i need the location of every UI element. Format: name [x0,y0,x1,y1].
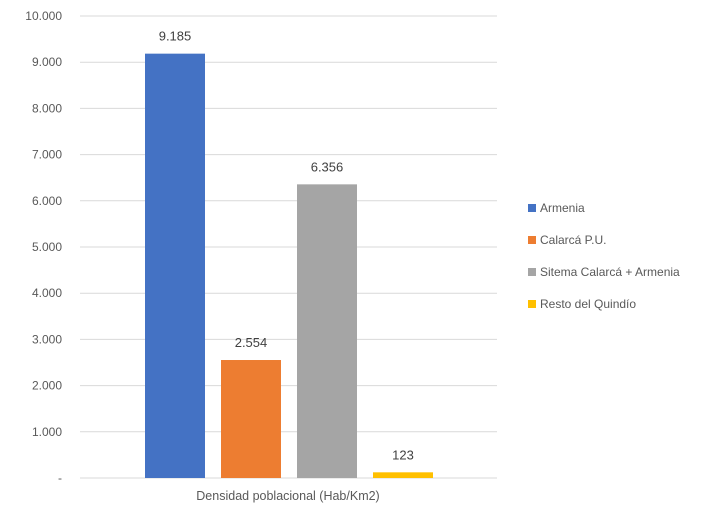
y-tick-label: 9.000 [32,55,62,69]
legend-label: Sitema Calarcá + Armenia [540,265,680,279]
legend-swatch [528,204,536,212]
bar [145,53,205,478]
data-label: 123 [392,447,414,462]
y-tick-label: 10.000 [25,9,62,23]
y-tick-label: 8.000 [32,101,62,115]
gridlines [80,15,497,479]
bar [373,472,433,478]
y-tick-label: 2.000 [32,379,62,393]
y-tick-label: 7.000 [32,148,62,162]
legend-swatch [528,300,536,308]
legend-swatch [528,268,536,276]
data-label: 2.554 [235,335,268,350]
legend: Armenia Calarcá P.U. Sitema Calarcá + Arme… [528,201,680,311]
data-label: 9.185 [159,29,192,44]
y-tick-label: 1.000 [32,425,62,439]
legend-label: Armenia [540,201,585,215]
legend-swatch [528,236,536,244]
y-axis-tick-labels: - 1.000 2.000 3.000 4.000 5.000 6.000 7.000 8.00… [25,9,62,485]
x-axis-category-label: Densidad poblacional (Hab/Km2) [196,489,379,503]
y-tick-label: 6.000 [32,194,62,208]
y-tick-label: 3.000 [32,332,62,346]
bar [221,360,281,478]
legend-label: Resto del Quindío [540,297,636,311]
y-tick-label: - [58,471,62,485]
bar [297,184,357,479]
data-label: 6.356 [311,159,344,174]
bars [145,53,433,479]
y-tick-label: 4.000 [32,286,62,300]
y-tick-label: 5.000 [32,240,62,254]
data-labels: 9.185 2.554 6.356 123 [159,29,414,463]
legend-label: Calarcá P.U. [540,233,606,247]
